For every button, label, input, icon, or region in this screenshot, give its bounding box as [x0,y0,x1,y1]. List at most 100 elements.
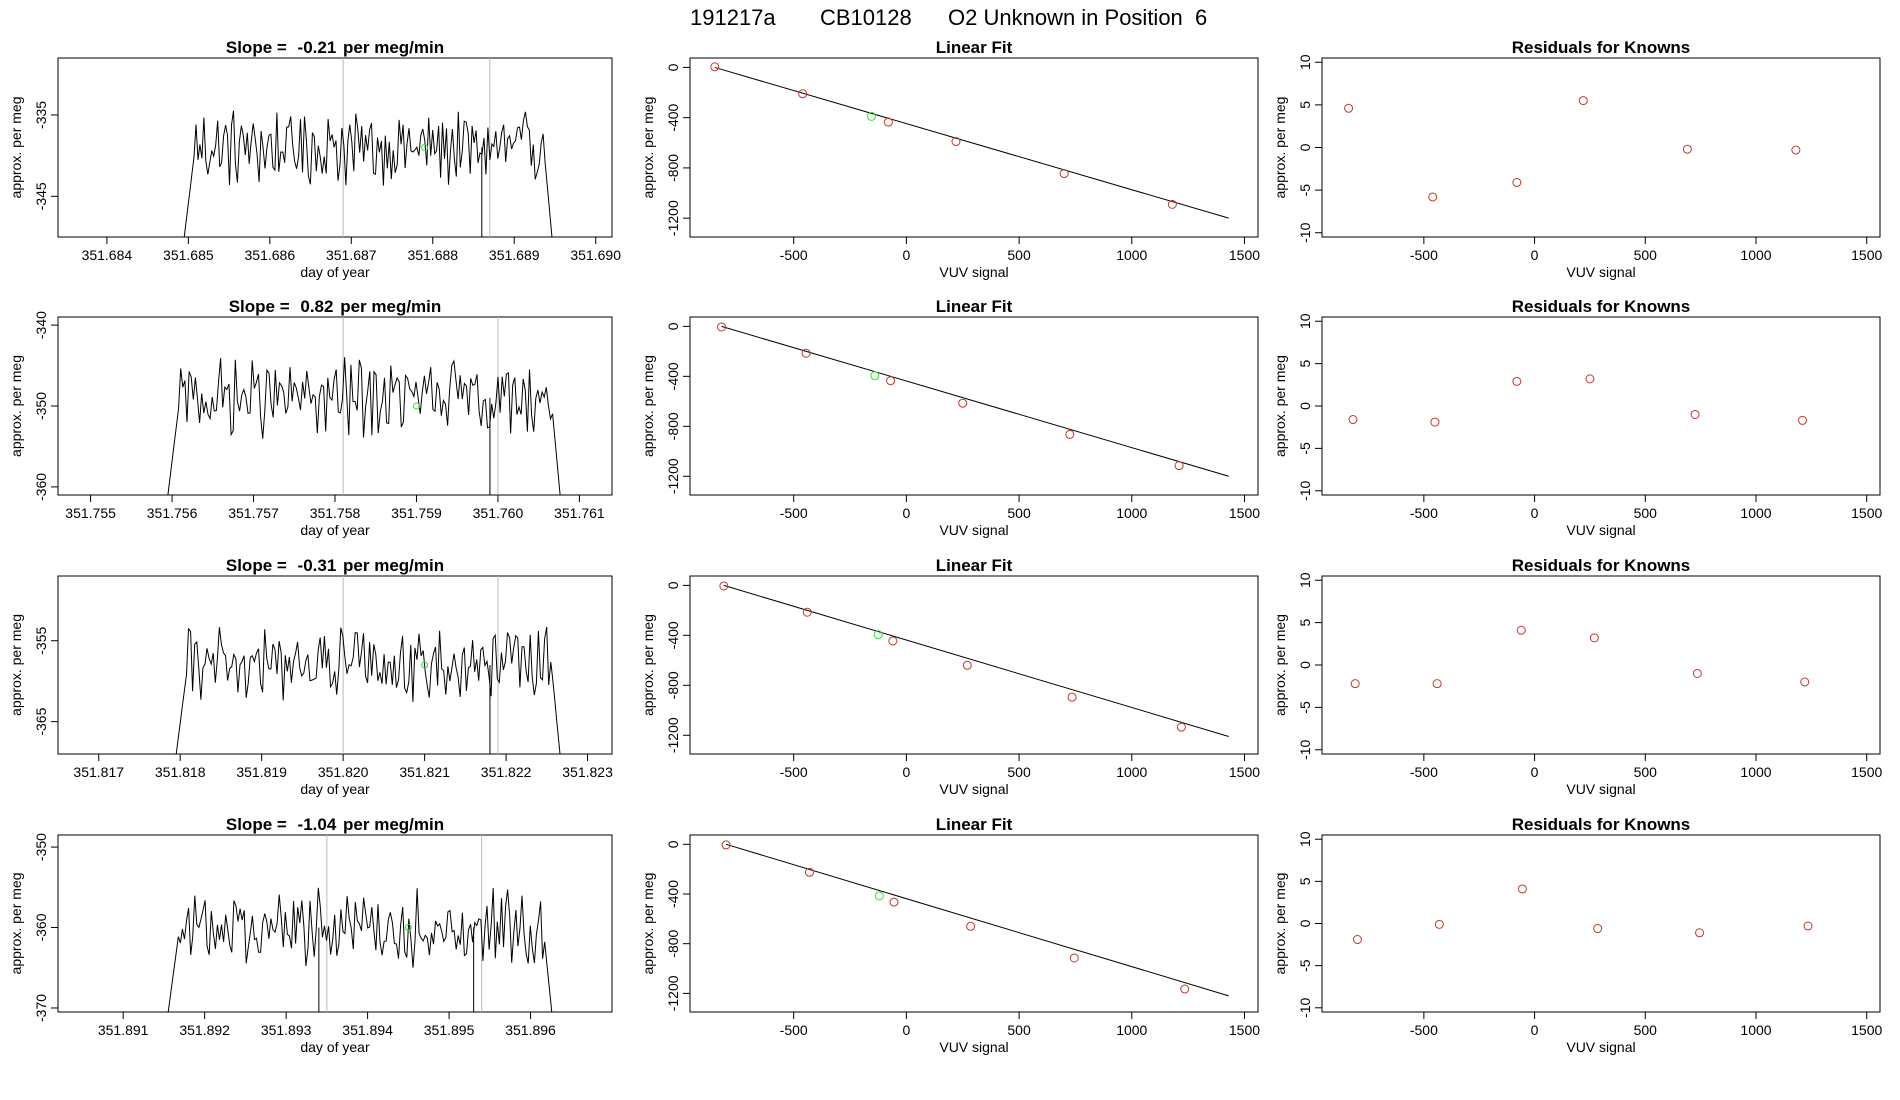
x-tick-label: 1500 [1851,764,1882,780]
y-tick-label: -5 [1297,442,1313,455]
chart-panel-r2-c1: Linear Fit -500 0 500 1000 1500 VUV signal 0 -40… [640,556,1260,797]
residual-point [1352,935,1362,945]
residual-point [1593,924,1603,934]
x-tick-label: 500 [1634,247,1658,263]
figure-title-run: 191217a [690,5,776,30]
x-tick-label: 0 [1531,505,1539,521]
y-axis-title: approx. per meg [640,614,656,716]
panel-title: Linear Fit [936,38,1013,57]
x-tick-label: 351.896 [505,1022,556,1038]
y-tick-label: -800 [665,154,681,182]
residual-point [1348,415,1358,425]
x-tick-label: 1000 [1116,247,1147,263]
panel-title: Slope = 0.82 per meg/min [229,297,442,316]
y-tick-label: 0 [665,322,681,330]
x-axis-title: day of year [300,781,370,797]
x-tick-label: 351.891 [98,1022,149,1038]
slope-value: -0.31 [298,556,337,575]
unknown-point [870,371,880,381]
y-tick-label: 0 [665,840,681,848]
y-tick-label: -365 [33,707,49,735]
y-axis-title: approx. per meg [8,614,24,716]
x-tick-label: 351.817 [73,764,124,780]
y-tick-label: -400 [665,621,681,649]
panel-title: Residuals for Knowns [1512,38,1691,57]
panel-title: Residuals for Knowns [1512,297,1691,316]
known-point [710,62,720,72]
plot-frame [689,575,1259,755]
known-point [1176,722,1186,732]
known-point [966,921,976,931]
x-tick-label: -500 [780,1022,808,1038]
y-tick-label: 10 [1297,313,1313,329]
x-tick-label: 351.895 [424,1022,475,1038]
x-tick-label: 351.690 [570,247,621,263]
plot-area [1352,884,1813,945]
chart-panel-r1-c2: Residuals for Knowns -500 0 500 1000 1500 VUV … [1272,297,1882,538]
residual-point [1512,177,1522,187]
chart-panel-r1-c0: Slope = 0.82 per meg/min 351.755 351.756 35… [8,297,613,538]
x-tick-label: 1000 [1116,505,1147,521]
residual-point [1434,919,1444,929]
plot-area [721,840,1229,997]
plot-area [719,581,1229,737]
plot-area [1348,374,1807,427]
slope-title-prefix: Slope = [226,38,292,57]
known-point [717,322,727,332]
x-axis-title: VUV signal [1566,1039,1635,1055]
plot-area [1344,96,1801,202]
y-axis-title: approx. per meg [8,873,24,975]
unknown-mean-point [421,661,429,669]
x-tick-label: 351.756 [147,505,198,521]
x-tick-label: 351.684 [82,247,133,263]
residual-point [1800,677,1810,687]
x-axis-title: VUV signal [1566,264,1635,280]
known-point [1065,429,1075,439]
plot-frame [1321,316,1881,496]
y-tick-label: 10 [1297,572,1313,588]
known-point [1174,461,1184,471]
x-tick-label: -500 [1410,247,1438,263]
plot-frame [1321,575,1881,755]
x-tick-label: 1500 [1851,247,1882,263]
slope-value: -0.21 [298,38,337,57]
y-tick-label: -360 [33,913,49,941]
residual-point [1695,928,1705,938]
known-point [888,636,898,646]
slope-title-prefix: Slope = [229,297,295,316]
slope-title-suffix: per meg/min [338,815,444,834]
y-tick-label: -400 [665,362,681,390]
known-point [802,607,812,617]
chart-panel-r0-c2: Residuals for Knowns -500 0 500 1000 1500 VUV … [1272,38,1882,280]
y-tick-label: -5 [1297,959,1313,972]
x-tick-label: 351.894 [342,1022,393,1038]
plot-frame [57,316,613,496]
x-tick-label: 0 [1531,764,1539,780]
x-tick-label: 351.689 [489,247,540,263]
known-point [798,89,808,99]
residual-point [1798,415,1807,425]
y-tick-label: -345 [33,182,49,210]
slope-title-suffix: per meg/min [338,556,444,575]
y-axis-title: approx. per meg [1272,614,1288,716]
x-tick-label: 500 [1007,505,1031,521]
residual-point [1585,374,1595,384]
residual-point [1803,921,1813,931]
x-tick-label: 0 [902,764,910,780]
x-tick-label: 500 [1634,1022,1658,1038]
y-axis-title: approx. per meg [1272,355,1288,457]
panel-title: Residuals for Knowns [1512,815,1691,834]
known-point [1069,953,1079,963]
x-axis-title: day of year [300,1039,370,1055]
x-axis-title: VUV signal [939,1039,1008,1055]
fit-line [714,66,1229,219]
unknown-mean-point [421,144,429,151]
slope-title-prefix: Slope = [226,556,292,575]
chart-panels: Slope = -0.21 per meg/min 351.684 351.685 3… [8,38,1882,1055]
chart-panel-r2-c2: Residuals for Knowns -500 0 500 1000 1500 VUV … [1272,556,1882,797]
slope-title-suffix: per meg/min [338,38,444,57]
x-tick-label: 351.820 [318,764,369,780]
known-point [1067,692,1077,702]
x-axis-title: VUV signal [1566,781,1635,797]
plot-frame [1321,834,1881,1013]
